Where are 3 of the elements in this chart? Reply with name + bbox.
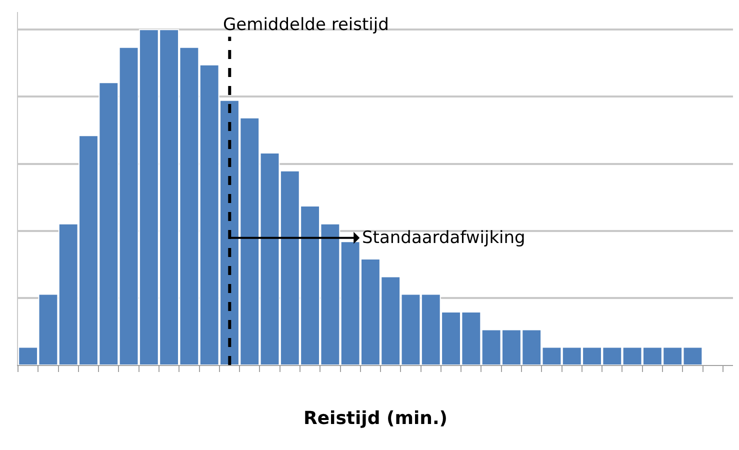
annotation: Standaardafwijking — [362, 228, 526, 248]
x-axis-title: Reistijd (min.) — [303, 408, 448, 430]
annotation: Gemiddelde reistijd — [223, 15, 389, 35]
